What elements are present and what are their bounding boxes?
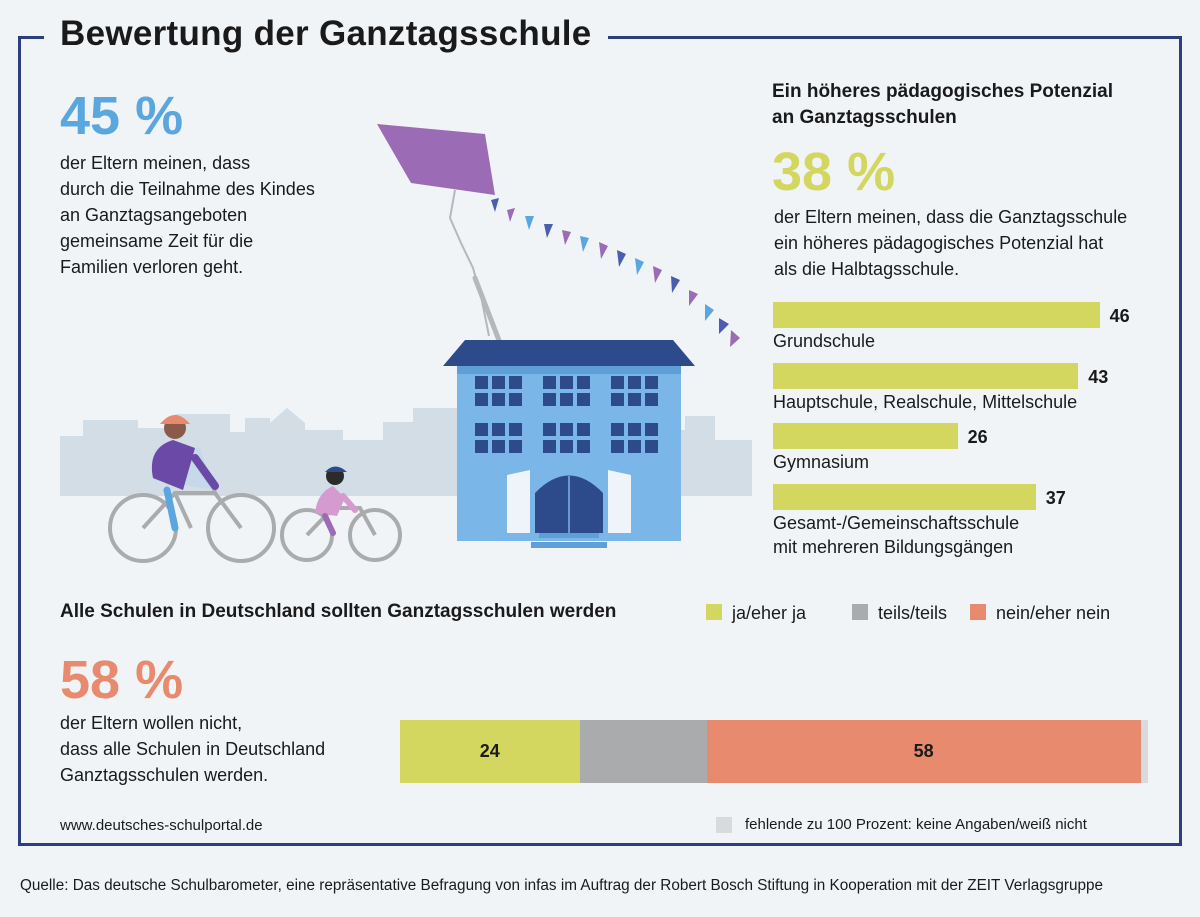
right-section-heading: Ein höheres pädagogisches Potenzial an G… [772,79,1113,131]
left-stat-line: durch die Teilnahme des Kindes [60,179,315,199]
right-stat-line: ein höheres pädagogisches Potenzial hat [774,233,1104,253]
right-stat-line: der Eltern meinen, dass die Ganztagsschu… [774,207,1128,227]
bottom-section-heading: Alle Schulen in Deutschland sollten Ganz… [60,601,617,622]
page-title: Bewertung der Ganztagsschule [44,10,608,58]
kite-icon [377,124,495,195]
bar [773,483,1036,510]
source-text: Quelle: Das deutsche Schulbarometer, ein… [20,877,1104,894]
right-heading-line: Ein höheres pädagogisches Potenzial [772,81,1114,102]
bar-category-label: Hauptschule, Realschule, Mittelschule [773,391,1078,412]
bottom-stat-value: 58 % [60,650,184,710]
website-text: www.deutsches-schulportal.de [60,817,263,834]
right-heading-line: an Ganztagsschulen [772,107,957,128]
stacked-segment [1140,720,1148,783]
legend-label-ja: ja/eher ja [732,603,807,623]
legend-swatch-nein [970,604,986,620]
legend-label-teils: teils/teils [878,603,948,623]
cyclist-child-icon [280,466,402,562]
right-stat-value: 38 % [772,142,896,202]
stacked-segment [579,720,707,783]
bottom-stat-line: der Eltern wollen nicht, [60,713,243,733]
legend-swatch-ja [706,604,722,620]
left-stat-line: gemeinsame Zeit für die [60,231,254,251]
right-stat-description: der Eltern meinen, dass die Ganztagsschu… [774,204,1127,282]
bar [773,362,1079,389]
bar-category-label: Grundschule [773,331,876,351]
bunting-icon [491,198,740,347]
left-stat-line: an Ganztagsangeboten [60,205,248,225]
left-stat-line: Familien verloren geht. [60,257,244,277]
legend-swatch-missing [716,817,732,833]
cyclist-adult-icon [108,415,276,563]
legend-label-nein: nein/eher nein [996,603,1111,623]
footnote-missing: fehlende zu 100 Prozent: keine Angaben/w… [745,816,1087,833]
bar-value-label: 26 [967,427,988,447]
bottom-stat-line: Ganztagsschulen werden. [60,765,269,785]
bar-value-label: 43 [1088,366,1109,387]
school-illustration [60,124,752,563]
right-stat-line: als die Halbtagsschule. [774,259,960,279]
stacked-segment: 24 [400,720,580,783]
left-stat-line: der Eltern meinen, dass [60,153,251,173]
bar-value-label: 37 [1045,487,1066,508]
bar-category-label: Gesamt-/Gemeinschaftsschule mit mehreren … [773,512,1020,557]
segment-value-label: 24 [479,741,500,761]
bottom-stat-description: der Eltern wollen nicht, dass alle Schul… [60,710,325,788]
stacked-segment: 58 [706,720,1141,783]
bar [773,302,1100,328]
legend-swatch-teils [852,604,868,620]
building-icon [443,340,695,548]
bar [773,423,958,449]
segment-value-label: 58 [913,741,934,761]
bottom-stat-line: dass alle Schulen in Deutschland [60,739,326,759]
left-stat-value: 45 % [60,86,184,146]
bar-value-label: 46 [1109,306,1130,326]
left-stat-description: der Eltern meinen, dass durch die Teilna… [60,150,315,280]
bar-category-label: Gymnasium [773,452,870,472]
